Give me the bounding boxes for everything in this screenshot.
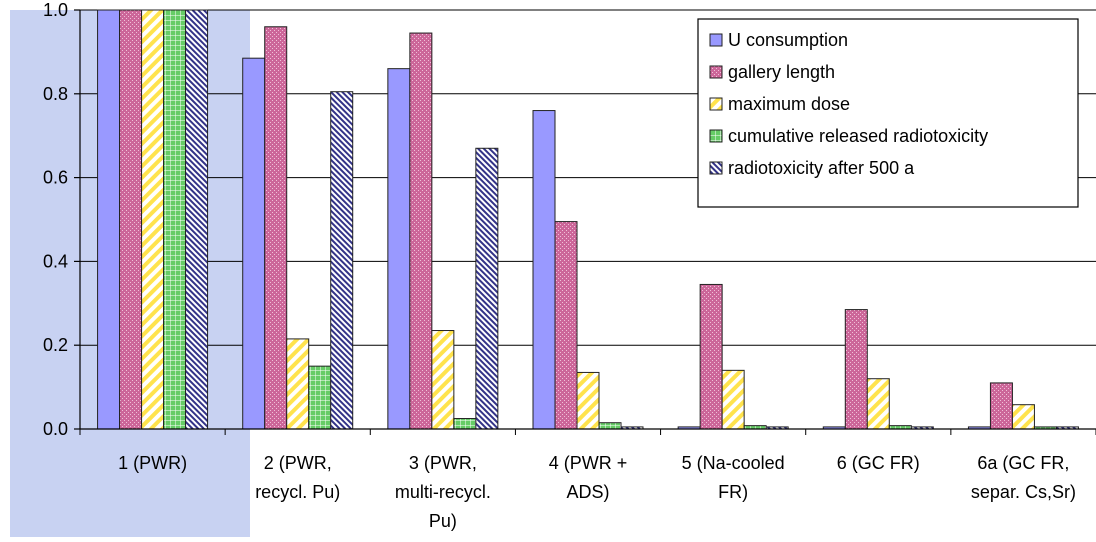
x-category-label: 5 (Na-cooled — [682, 453, 785, 473]
bar — [141, 9, 165, 430]
x-category-label: 6 (GC FR) — [837, 453, 920, 473]
bar — [242, 57, 266, 430]
bar — [866, 378, 890, 430]
bar — [163, 9, 187, 430]
bar — [576, 371, 600, 430]
bar — [989, 382, 1013, 430]
x-category-label: 4 (PWR + — [549, 453, 628, 473]
legend-swatch — [709, 129, 723, 143]
y-tick-labels: 0.0 0.2 0.4 0.6 0.8 1.0 — [43, 0, 68, 439]
y-tick-label: 1.0 — [43, 0, 68, 20]
legend-swatch — [709, 65, 723, 79]
bar — [598, 422, 622, 430]
bar — [699, 283, 723, 430]
bar — [264, 26, 288, 430]
bar — [286, 338, 310, 430]
legend: U consumption gallery length maximum dose c… — [697, 18, 1079, 208]
x-category-label: separ. Cs,Sr) — [971, 482, 1076, 502]
x-category-label: 3 (PWR, — [409, 453, 477, 473]
x-category-label: FR) — [718, 482, 748, 502]
legend-box — [697, 18, 1079, 208]
legend-label: gallery length — [728, 62, 835, 82]
x-category-label: 2 (PWR, — [264, 453, 332, 473]
x-category-label: recycl. Pu) — [255, 482, 340, 502]
y-tick-label: 0.4 — [43, 251, 68, 271]
bar — [409, 32, 433, 430]
bar — [119, 9, 143, 430]
y-tick-label: 0.6 — [43, 168, 68, 188]
axes — [74, 9, 1096, 435]
x-category-label: 1 (PWR) — [118, 453, 187, 473]
x-category-labels: 1 (PWR) 2 (PWR, recycl. Pu) 3 (PWR, multi-re… — [118, 453, 1076, 531]
bar — [1011, 404, 1035, 430]
legend-label: maximum dose — [728, 94, 850, 114]
x-category-label: 6a (GC FR, — [977, 453, 1069, 473]
bar — [844, 309, 868, 430]
x-category-label: ADS) — [566, 482, 609, 502]
bar — [475, 147, 499, 430]
legend-label: U consumption — [728, 30, 848, 50]
legend-swatch — [709, 161, 723, 175]
legend-label: radiotoxicity after 500 a — [728, 158, 915, 178]
bar — [387, 68, 411, 430]
bar — [532, 110, 556, 430]
bar — [308, 365, 332, 430]
x-category-label: multi-recycl. — [395, 482, 491, 502]
legend-swatch — [709, 33, 723, 47]
x-category-label: Pu) — [429, 511, 457, 531]
bar — [330, 91, 354, 430]
y-tick-label: 0.0 — [43, 419, 68, 439]
legend-label: cumulative released radiotoxicity — [728, 126, 988, 146]
y-tick-label: 0.8 — [43, 84, 68, 104]
bar — [185, 9, 209, 430]
bar — [554, 221, 578, 430]
bar — [431, 330, 455, 430]
legend-swatch — [709, 97, 723, 111]
y-tick-label: 0.2 — [43, 335, 68, 355]
bar — [97, 9, 121, 430]
bar — [721, 369, 745, 430]
bars — [97, 9, 1079, 430]
bar — [453, 418, 477, 430]
